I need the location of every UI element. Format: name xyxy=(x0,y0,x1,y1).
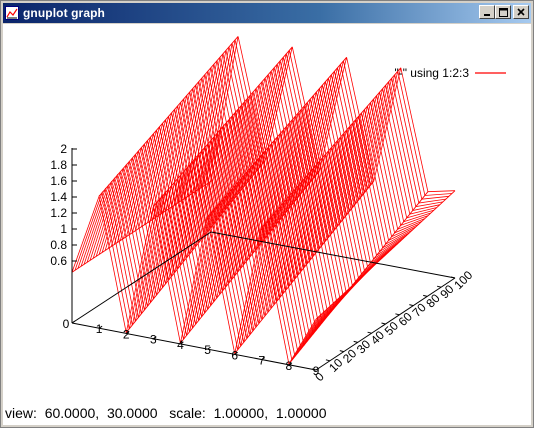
surface-line-y35 xyxy=(177,74,422,234)
tick-marks xyxy=(71,148,456,371)
y-tick-2 xyxy=(339,350,344,353)
y-tick-label-10: 100 xyxy=(451,268,475,292)
y-tick-6 xyxy=(395,313,400,316)
legend-label: "-" using 1:2:3 xyxy=(394,66,469,80)
window-title: gnuplot graph xyxy=(23,6,105,20)
x-tick-2 xyxy=(125,331,130,334)
z-tick-label-5: 1.6 xyxy=(50,174,67,188)
z-tick-label-2: 1 xyxy=(60,222,67,236)
surface-line-y45 xyxy=(207,39,453,196)
x-tick-label-2: 2 xyxy=(123,327,130,341)
surface-line-x3 xyxy=(152,46,293,207)
surface-line-y38 xyxy=(186,64,431,223)
surface-mesh xyxy=(71,36,456,366)
x-tick-7 xyxy=(261,357,266,360)
z-tick-label-4: 1.4 xyxy=(50,190,67,204)
x-tick-5 xyxy=(207,346,211,350)
status-bar: view: 60.0000, 30.0000 scale: 1.00000, 1… xyxy=(5,405,327,421)
y-tick-0 xyxy=(311,368,317,371)
y-tick-3 xyxy=(353,340,358,343)
legend: "-" using 1:2:3 xyxy=(394,66,506,80)
scale-values: 1.00000, 1.00000 xyxy=(213,405,327,421)
close-icon xyxy=(517,8,525,16)
x-tick-label-5: 5 xyxy=(204,343,211,357)
surface-line-y40 xyxy=(192,57,437,215)
y-tick-8 xyxy=(423,294,428,297)
surface-line-x1 xyxy=(98,36,239,197)
x-tick-8 xyxy=(288,362,293,366)
z-tick-label-6: 1.8 xyxy=(50,158,67,172)
z-tick-label-0: 0.6 xyxy=(50,254,67,268)
x-tick-label-1: 1 xyxy=(96,322,103,336)
surface-plot: 0 1 2 3 4 5 6 7 8 901020304050607080901000.60.811… xyxy=(50,36,506,384)
view-label: view: xyxy=(5,405,37,421)
y-tick-1 xyxy=(325,359,331,362)
surface-line-x8 xyxy=(288,191,429,365)
z-tick-label-3: 1.2 xyxy=(50,206,67,220)
x-tick-label-7: 7 xyxy=(258,354,265,368)
surface-line-y43 xyxy=(201,46,446,204)
surface-line-y44 xyxy=(204,43,450,200)
surface-line-x6 xyxy=(234,181,375,354)
x-axis-line xyxy=(71,322,317,371)
y-tick-4 xyxy=(367,331,372,334)
x-tick-label-8: 8 xyxy=(286,359,293,373)
scale-label: scale: xyxy=(169,405,206,421)
close-button[interactable] xyxy=(513,5,529,19)
maximize-button[interactable] xyxy=(495,5,511,19)
back-y-axis-line xyxy=(210,231,456,279)
z-tick-label-7: 2 xyxy=(60,142,67,156)
window-controls xyxy=(479,5,529,19)
surface-line-y36 xyxy=(180,71,425,230)
x-tick-label-4: 4 xyxy=(177,338,184,352)
y-tick-9 xyxy=(436,285,442,288)
y-tick-5 xyxy=(381,322,386,325)
y-tick-7 xyxy=(409,304,414,307)
x-tick-9 xyxy=(315,367,320,371)
surface-line-x7 xyxy=(261,67,402,228)
x-tick-3 xyxy=(153,336,157,340)
title-bar[interactable]: gnuplot graph xyxy=(3,3,531,23)
maximize-icon xyxy=(498,7,508,17)
x-tick-label-6: 6 xyxy=(231,348,238,362)
surface-line-y46 xyxy=(210,36,456,193)
x-tick-1 xyxy=(98,325,103,329)
surface-line-x5 xyxy=(207,57,347,218)
surface-line-x4 xyxy=(180,170,320,344)
x-tick-6 xyxy=(234,351,238,355)
surface-line-y39 xyxy=(189,60,434,219)
surface-line-x0 xyxy=(71,180,212,273)
x-tick-label-0: 0 xyxy=(63,317,70,331)
z-tick-label-1: 0.8 xyxy=(50,238,67,252)
minimize-button[interactable] xyxy=(479,5,495,19)
minimize-icon xyxy=(484,14,490,16)
y-tick-label-0: 0 xyxy=(312,369,327,384)
plot-canvas[interactable]: 0 1 2 3 4 5 6 7 8 9 0 10 20 30 40 50 60 70 80 90 100 0.6 0.8 1 1… xyxy=(3,24,531,425)
surface-line-y41 xyxy=(195,53,440,211)
surface-line-x2 xyxy=(125,160,266,333)
view-values: 60.0000, 30.0000 xyxy=(44,405,158,421)
surface-line-y42 xyxy=(198,50,443,208)
x-tick-label-9: 9 xyxy=(313,364,320,378)
x-tick-4 xyxy=(180,341,184,345)
x-tick-label-3: 3 xyxy=(150,333,157,347)
surface-line-y37 xyxy=(183,67,428,226)
gnuplot-graph-icon[interactable] xyxy=(5,6,19,20)
x-tick-0 xyxy=(71,320,76,324)
surface-line-x9 xyxy=(315,190,456,320)
y-tick-10 xyxy=(450,276,456,279)
back-x-axis-line xyxy=(71,231,212,324)
